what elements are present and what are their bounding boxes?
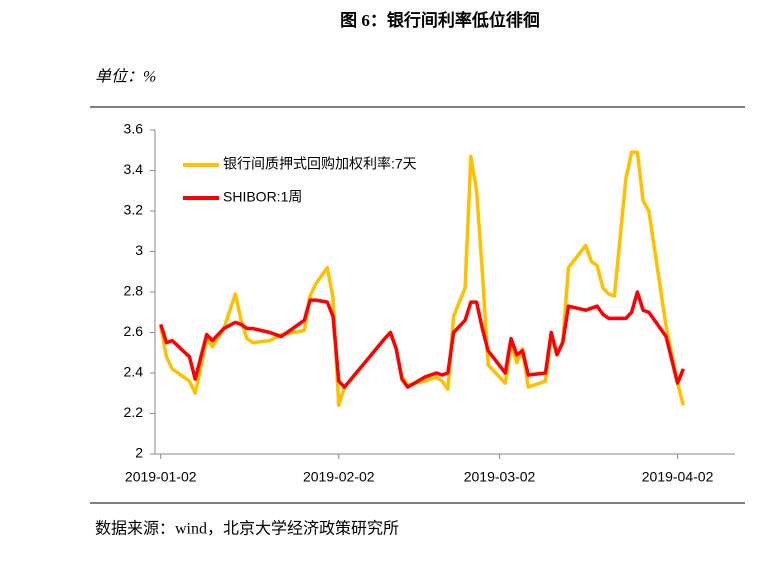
legend-label: SHIBOR:1周 bbox=[223, 189, 302, 205]
x-tick-label: 2019-02-02 bbox=[303, 469, 375, 485]
series-line bbox=[159, 290, 685, 389]
y-tick-label: 2 bbox=[135, 445, 143, 461]
y-tick-label: 3.6 bbox=[124, 121, 144, 137]
legend-label: 银行间质押式回购加权利率:7天 bbox=[223, 156, 417, 172]
y-tick-label: 2.4 bbox=[124, 364, 144, 380]
y-tick-label: 2.6 bbox=[124, 323, 144, 339]
y-tick-label: 3.4 bbox=[124, 161, 144, 177]
y-tick-label: 3 bbox=[135, 242, 143, 258]
unit-label: 单位：% bbox=[95, 68, 156, 86]
y-tick-label: 3.2 bbox=[124, 202, 144, 218]
x-tick-label: 2019-04-02 bbox=[642, 469, 714, 485]
x-tick-label: 2019-01-02 bbox=[125, 469, 197, 485]
chart-title: 图 6：银行间利率低位徘徊 bbox=[340, 10, 540, 30]
y-tick-label: 2.2 bbox=[124, 404, 144, 420]
source: 数据来源：wind，北京大学经济政策研究所 bbox=[95, 520, 399, 538]
x-tick-label: 2019-03-02 bbox=[464, 469, 536, 485]
y-tick-label: 2.8 bbox=[124, 283, 144, 299]
